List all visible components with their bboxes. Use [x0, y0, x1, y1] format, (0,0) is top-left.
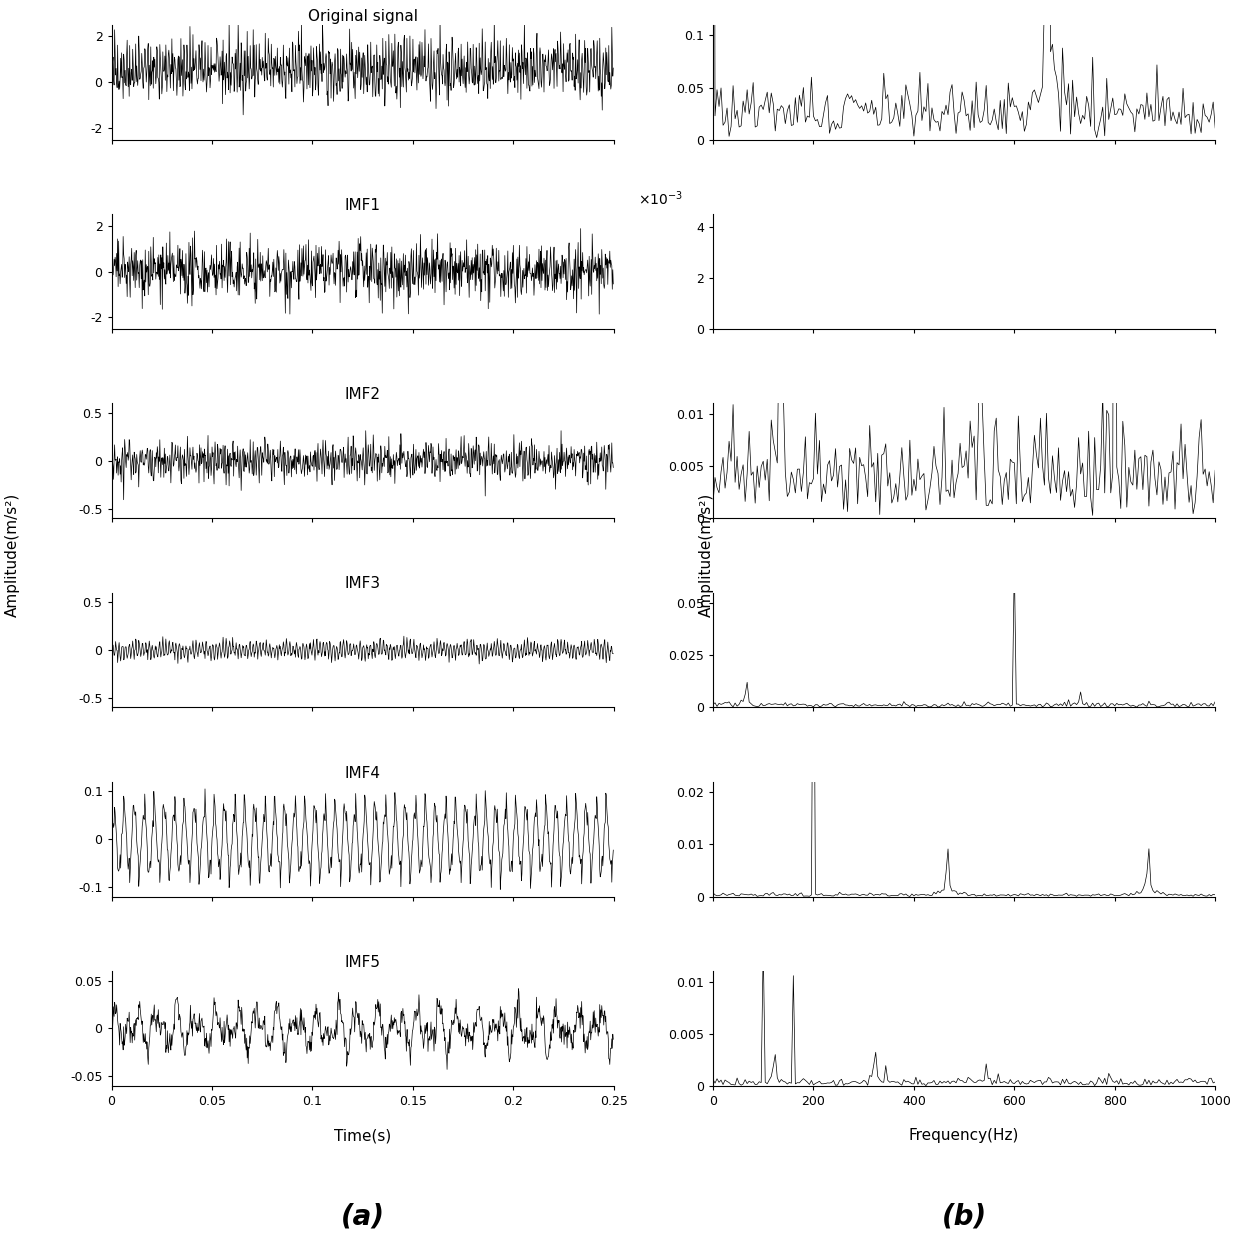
Text: Frequency(Hz): Frequency(Hz)	[909, 1128, 1019, 1143]
Title: Original signal: Original signal	[308, 9, 418, 24]
Title: IMF1: IMF1	[345, 198, 381, 213]
Text: Amplitude(m/s²): Amplitude(m/s²)	[699, 493, 714, 618]
Title: IMF4: IMF4	[345, 766, 381, 781]
Text: Amplitude(m/s²): Amplitude(m/s²)	[5, 493, 20, 618]
Title: IMF2: IMF2	[345, 387, 381, 402]
Text: $\times 10^{-3}$: $\times 10^{-3}$	[637, 190, 682, 208]
Title: IMF3: IMF3	[345, 577, 381, 592]
Text: (a): (a)	[341, 1203, 384, 1231]
Text: (b): (b)	[941, 1203, 987, 1231]
Text: Time(s): Time(s)	[334, 1128, 392, 1143]
Title: IMF5: IMF5	[345, 955, 381, 970]
